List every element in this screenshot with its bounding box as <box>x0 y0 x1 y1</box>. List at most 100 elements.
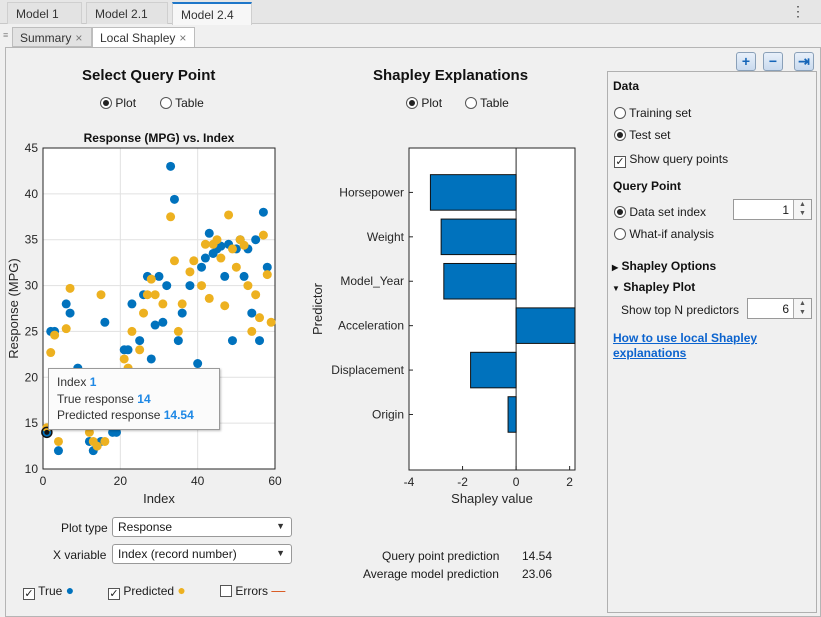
close-icon[interactable]: × <box>179 31 187 45</box>
help-link[interactable]: How to use local Shapley explanations <box>613 331 757 361</box>
radio-icon <box>406 97 418 109</box>
drag-grip-icon[interactable]: ≡ <box>3 30 8 40</box>
x-tick-label: 0 <box>513 475 520 489</box>
true-point <box>185 281 195 291</box>
checkbox-label: Show query points <box>629 152 729 166</box>
radio-icon <box>614 107 626 119</box>
average-prediction-label: Average model prediction <box>363 567 499 581</box>
tab-model-2-4[interactable]: Model 2.4 <box>172 2 252 25</box>
x-tick-label: 40 <box>191 474 205 488</box>
dropdown-value: Index (record number) <box>118 547 237 561</box>
shapley-view-table-radio[interactable]: Table <box>465 96 509 110</box>
spinner-arrows-icon[interactable]: ▲ ▼ <box>793 200 811 219</box>
test-set-radio[interactable]: Test set <box>614 128 670 142</box>
tooltip-pred-value: 14.54 <box>163 408 194 422</box>
predicted-point <box>127 326 137 336</box>
true-point <box>146 354 156 364</box>
predicted-point <box>227 244 237 254</box>
radio-label: Training set <box>629 106 692 120</box>
true-point <box>262 262 272 272</box>
show-top-n-spinner[interactable]: 6 ▲ ▼ <box>747 298 812 319</box>
query-point-tooltip: Index 1 True response 14 Predicted respo… <box>48 368 220 430</box>
tab-local-shapley[interactable]: Local Shapley × <box>92 27 195 48</box>
radio-icon <box>614 206 626 218</box>
export-button[interactable]: ⇥ <box>794 52 814 71</box>
zoom-in-button[interactable]: + <box>736 52 756 71</box>
predicted-point <box>266 317 276 327</box>
x-variable-label: X variable <box>53 548 107 562</box>
radio-label: Table <box>175 96 204 110</box>
true-point <box>150 320 160 330</box>
predicted-marker-icon: ● <box>177 582 186 598</box>
query-point-marker <box>41 426 53 439</box>
y-tick-label: 40 <box>25 187 39 201</box>
tab-model-1[interactable]: Model 1 <box>7 2 82 24</box>
tab-summary[interactable]: Summary × <box>12 27 92 47</box>
predicted-point <box>197 281 207 291</box>
tab-model-2-1[interactable]: Model 2.1 <box>86 2 168 24</box>
link-line: How to use local Shapley <box>613 331 758 345</box>
radio-label: Plot <box>421 96 443 110</box>
shapley-options-section[interactable]: ▶ Shapley Options <box>612 259 716 273</box>
what-if-radio[interactable]: What-if analysis <box>614 227 714 241</box>
y-axis-label: Predictor <box>310 282 325 335</box>
training-set-radio[interactable]: Training set <box>614 106 691 120</box>
query-view-table-radio[interactable]: Table <box>160 96 204 110</box>
plot-type-dropdown[interactable]: Response ▼ <box>112 517 292 537</box>
average-prediction-value: 23.06 <box>522 567 553 581</box>
radio-icon <box>160 97 172 109</box>
tooltip-index-value: 1 <box>89 375 97 389</box>
shapley-bar-chart[interactable]: -4 -2 0 2 Horsepower Weight Model_Year Accelera… <box>300 140 600 520</box>
predicted-point <box>169 256 179 266</box>
true-point <box>258 207 268 217</box>
predicted-point <box>135 345 145 355</box>
predicted-point <box>177 299 187 309</box>
true-point <box>220 271 230 281</box>
minus-icon: − <box>768 53 778 69</box>
true-point <box>204 228 214 238</box>
radio-icon <box>614 228 626 240</box>
true-point <box>255 336 265 346</box>
true-point <box>239 271 249 281</box>
predicted-point <box>247 326 257 336</box>
query-view-plot-radio[interactable]: Plot <box>100 96 136 110</box>
x-variable-dropdown[interactable]: Index (record number) ▼ <box>112 544 292 564</box>
predicted-point <box>84 427 94 437</box>
tooltip-index-row: Index 1 <box>57 374 219 391</box>
section-label: Shapley Plot <box>623 280 696 294</box>
predicted-point <box>216 253 226 263</box>
true-point <box>61 299 71 309</box>
query-point-heading: Query Point <box>613 179 682 193</box>
true-point <box>158 317 168 327</box>
true-point <box>166 161 176 171</box>
radio-label: Test set <box>629 128 671 142</box>
y-tick-label: 20 <box>25 370 39 384</box>
section-label: Shapley Options <box>621 259 717 273</box>
predicted-point <box>173 326 183 336</box>
response-scatter-chart[interactable]: 0 20 40 60 10 15 20 25 30 35 40 45 Response (MPG) vs… <box>0 120 290 515</box>
predicted-point <box>53 436 63 446</box>
more-options-icon[interactable]: ⋮ <box>791 3 805 19</box>
shapley-view-plot-radio[interactable]: Plot <box>406 96 442 110</box>
spinner-arrows-icon[interactable]: ▲ ▼ <box>793 299 811 318</box>
shapley-plot-section[interactable]: ▼ Shapley Plot <box>612 280 695 294</box>
checkbox-label: True <box>38 584 63 598</box>
predicted-checkbox[interactable]: ✓ Predicted ● <box>108 582 186 600</box>
predicted-point <box>150 290 160 300</box>
y-tick-label: Horsepower <box>339 185 404 199</box>
y-tick-label: 30 <box>25 279 39 293</box>
link-line: explanations <box>613 346 687 360</box>
zoom-out-button[interactable]: − <box>763 52 783 71</box>
checkmark-icon: ✓ <box>108 588 120 600</box>
radio-label: Table <box>480 96 509 110</box>
show-query-points-checkbox[interactable]: ✓ Show query points <box>614 152 728 168</box>
y-tick-label: 10 <box>25 462 39 476</box>
model-tab-bar: Model 1 Model 2.1 Model 2.4 ⋮ <box>0 0 821 25</box>
data-set-index-radio[interactable]: Data set index <box>614 205 706 219</box>
errors-checkbox[interactable]: Errors — <box>220 582 285 598</box>
true-point <box>65 308 75 318</box>
data-set-index-spinner[interactable]: 1 ▲ ▼ <box>733 199 812 220</box>
true-checkbox[interactable]: ✓ True ● <box>23 582 74 600</box>
close-icon[interactable]: × <box>75 31 83 45</box>
checkbox-empty-icon <box>220 585 232 597</box>
